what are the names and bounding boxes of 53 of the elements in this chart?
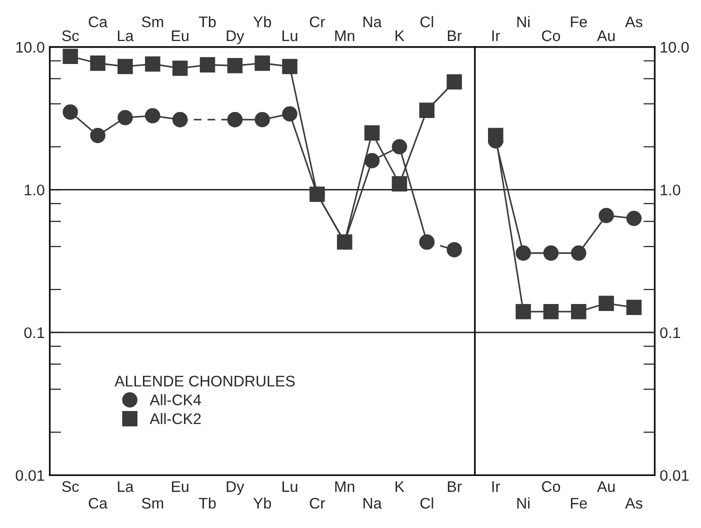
category-label: Fe [570,16,587,28]
x-tick-label: Mn [335,30,354,42]
x-tick-label: Tb [198,497,216,509]
category-label: Eu [172,481,188,492]
x-tick-label: Dy [226,30,244,44]
y-tick-label: 10.0 [16,42,44,53]
category-label: Ir [492,481,500,492]
y-tick-label: 1.0 [24,184,44,196]
category-label: La [118,481,134,492]
category-label: Au [597,481,615,492]
category-label: Cl [420,16,434,28]
legend-label: All-CK2 [150,412,201,424]
x-tick-label: Ni [517,497,530,508]
x-tick-label: As [625,498,642,509]
y-tick-label: 10.0 [660,42,689,53]
category-label: Yb [253,16,272,28]
category-label: Sm [142,16,164,28]
x-tick-label: Yb [253,497,272,509]
y-tick-label: 0.1 [24,327,44,338]
x-tick-label: Na [364,498,382,509]
category-label: K [396,481,404,492]
y-tick-label: 0.1 [660,327,680,338]
y-tick-label: 1.0 [660,184,680,196]
x-tick-label: La [118,30,134,42]
x-tick-label: Sm [142,498,164,509]
x-tick-label: Cr [310,498,325,509]
x-tick-label: Eu [172,30,188,42]
y-tick-label: 0.01 [660,470,689,481]
x-tick-label: Ca [88,498,108,509]
x-tick-label: Br [448,30,462,42]
category-label: Cr [310,16,325,28]
category-label: Dy [226,481,244,495]
x-tick-label: Ir [492,30,500,42]
legend-label: All-CK4 [150,394,202,406]
category-label: As [625,16,642,28]
legend-title: ALLENDE CHONDRULES [114,376,295,387]
category-label: Br [448,481,462,492]
category-label: Sc [62,481,79,492]
category-label: Lu [282,481,298,492]
x-tick-label: Sc [62,30,79,42]
x-tick-label: Au [597,30,615,42]
category-label: Na [364,16,382,28]
x-tick-label: Co [542,30,560,42]
x-tick-label: Lu [282,30,298,42]
category-label: Tb [198,16,216,28]
x-tick-label: Cl [420,497,434,509]
category-label: Mn [335,481,354,492]
x-tick-label: Fe [570,498,587,509]
y-tick-label: 0.01 [16,470,44,481]
x-tick-label: K [396,30,404,42]
category-label: Ni [517,16,530,28]
category-label: Co [542,481,560,492]
category-label: Ca [88,16,108,28]
